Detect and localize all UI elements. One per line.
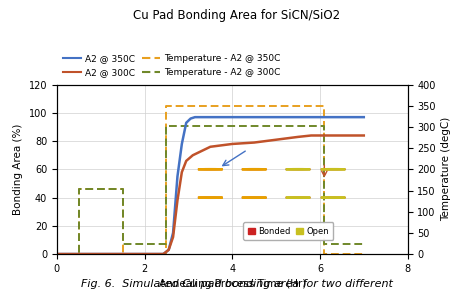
Text: Fig. 6.  Simulated Cu pad bonding area for two different: Fig. 6. Simulated Cu pad bonding area fo… xyxy=(81,279,393,289)
Text: Cu Pad Bonding Area for SiCN/SiO2: Cu Pad Bonding Area for SiCN/SiO2 xyxy=(134,9,340,22)
Circle shape xyxy=(321,169,346,170)
Circle shape xyxy=(286,197,310,198)
Y-axis label: Temperature (degC): Temperature (degC) xyxy=(442,117,452,222)
Circle shape xyxy=(321,197,346,198)
Circle shape xyxy=(286,169,310,170)
Y-axis label: Bonding Area (%): Bonding Area (%) xyxy=(13,124,23,215)
Circle shape xyxy=(198,169,223,170)
Legend: Bonded, Open: Bonded, Open xyxy=(243,223,333,240)
Circle shape xyxy=(242,169,266,170)
X-axis label: Annealing Process Time (Hr): Annealing Process Time (Hr) xyxy=(159,279,306,289)
Circle shape xyxy=(242,197,266,198)
Circle shape xyxy=(198,197,223,198)
